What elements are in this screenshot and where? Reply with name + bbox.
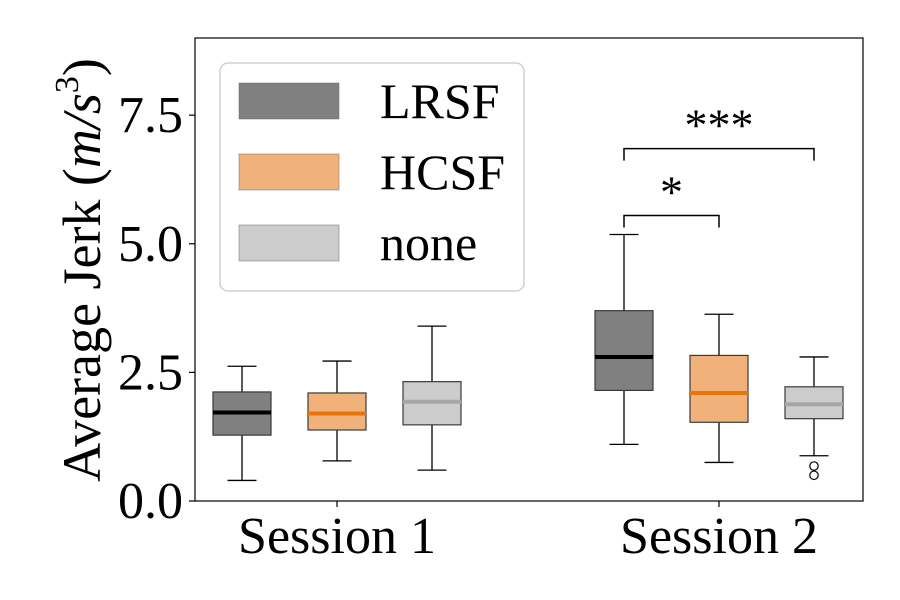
- legend-label-lrsf: LRSF: [380, 73, 500, 129]
- legend-label-none: none: [380, 215, 477, 271]
- outlier-point: [809, 461, 819, 471]
- box-lrsf-2: [594, 233, 654, 446]
- box-iqr: [689, 354, 749, 423]
- x-tick-label: Session 2: [620, 508, 818, 565]
- plot-marks: [212, 233, 844, 482]
- legend-label-hcsf: HCSF: [380, 144, 505, 200]
- x-axis-ticks: Session 1 Session 2: [238, 501, 818, 565]
- significance-label: ***: [685, 100, 754, 151]
- box-iqr: [594, 310, 654, 391]
- y-tick-label: 0.0: [118, 473, 183, 530]
- y-tick-label: 7.5: [118, 87, 183, 144]
- y-tick-label: 5.0: [118, 216, 183, 273]
- box-none-1: [402, 325, 462, 471]
- significance-bracket: [623, 147, 815, 161]
- legend-swatch-none: [238, 224, 340, 262]
- legend-swatch-hcsf: [238, 153, 340, 191]
- box-none-2: [784, 356, 844, 481]
- legend-swatch-lrsf: [238, 82, 340, 120]
- outlier-point: [809, 470, 819, 481]
- box-hcsf-1: [307, 360, 367, 462]
- box-hcsf-2: [689, 313, 749, 464]
- significance-annotations: ****: [623, 100, 815, 228]
- plot-area-frame: [194, 37, 864, 502]
- y-axis-label: Average Jerk (m/s3): [49, 58, 112, 482]
- y-axis-ticks: 0.0 2.5 5.0 7.5: [118, 87, 195, 530]
- x-tick-label: Session 1: [238, 508, 436, 565]
- legend: LRSF HCSF none: [219, 62, 525, 292]
- y-tick-label: 2.5: [118, 344, 183, 401]
- box-lrsf-1: [212, 365, 272, 482]
- box-iqr: [307, 392, 367, 431]
- significance-bracket: [623, 214, 720, 228]
- significance-label: *: [660, 166, 683, 217]
